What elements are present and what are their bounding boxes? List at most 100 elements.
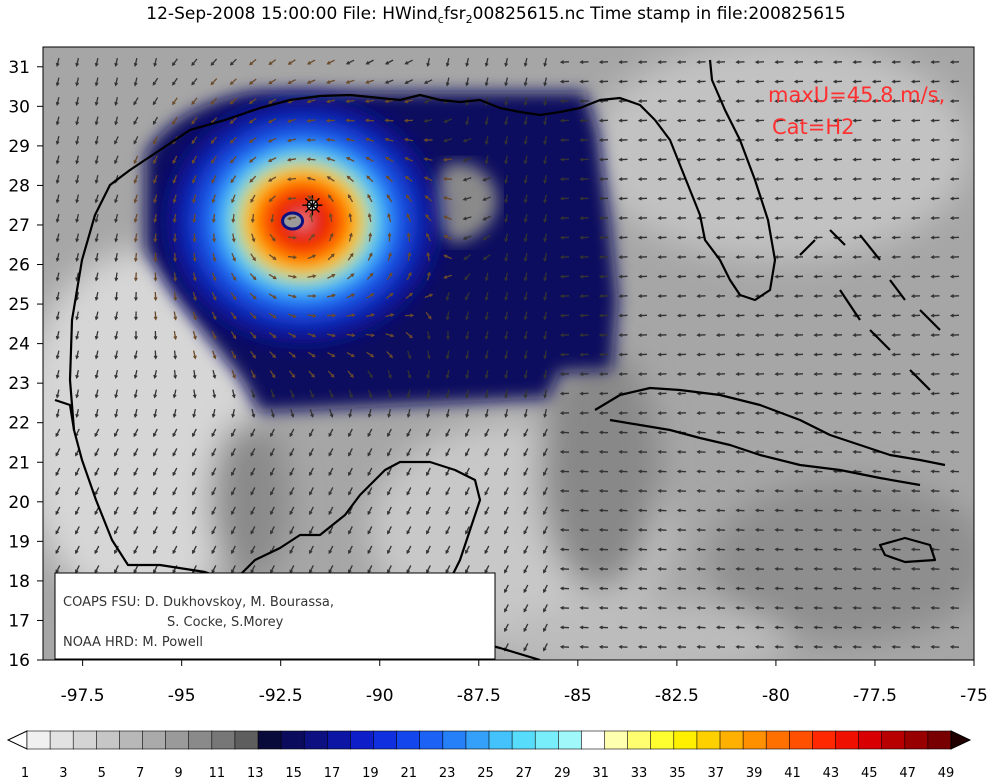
colorbar-label: 3 bbox=[59, 766, 67, 781]
x-tick-label: -92.5 bbox=[259, 686, 303, 706]
x-tick-label: -90 bbox=[366, 686, 394, 706]
colorbar-label: 35 bbox=[669, 766, 686, 781]
credits-line-2: S. Cocke, S.Morey bbox=[167, 615, 284, 630]
colorbar-segment bbox=[234, 730, 259, 750]
colorbar-segment bbox=[696, 730, 721, 750]
x-tick-label: -80 bbox=[762, 686, 790, 706]
colorbar-segment bbox=[211, 730, 236, 750]
colorbar-label: 19 bbox=[362, 766, 379, 781]
colorbar-label: 49 bbox=[938, 766, 955, 781]
y-tick-label: 25 bbox=[8, 295, 30, 315]
x-tick-label: -75 bbox=[960, 686, 988, 706]
x-tick-label: -95 bbox=[168, 686, 196, 706]
credits-line-1: COAPS FSU: D. Dukhovskoy, M. Bourassa, bbox=[63, 595, 334, 610]
colorbar-segment bbox=[557, 730, 583, 750]
x-tick-label: -82.5 bbox=[655, 686, 699, 706]
y-tick-label: 24 bbox=[8, 335, 30, 355]
colorbar-segment bbox=[303, 730, 329, 750]
y-tick-label: 17 bbox=[8, 611, 30, 631]
credits-box: COAPS FSU: D. Dukhovskoy, M. Bourassa, S… bbox=[54, 572, 496, 660]
y-tick-label: 26 bbox=[8, 256, 30, 276]
y-tick-label: 28 bbox=[8, 176, 30, 196]
colorbar-segment bbox=[49, 730, 74, 750]
colorbar-label: 47 bbox=[899, 766, 916, 781]
colorbar-label: 29 bbox=[554, 766, 571, 781]
colorbar-segment bbox=[142, 730, 167, 750]
colorbar-segment bbox=[765, 730, 791, 750]
y-tick-label: 22 bbox=[8, 414, 30, 434]
colorbar-segment bbox=[581, 730, 606, 750]
colorbar-label: 7 bbox=[136, 766, 144, 781]
colorbar-segment bbox=[419, 730, 444, 750]
colorbar-segment bbox=[881, 730, 906, 750]
colorbar-segment bbox=[788, 730, 814, 750]
colorbar-label: 25 bbox=[477, 766, 494, 781]
colorbar-segment bbox=[742, 730, 767, 750]
x-tick-label: -97.5 bbox=[61, 686, 105, 706]
colorbar-segment bbox=[26, 730, 51, 750]
y-tick-label: 16 bbox=[8, 651, 30, 671]
cuba bbox=[594, 386, 946, 487]
colorbar-label: 39 bbox=[746, 766, 763, 781]
colorbar-segment bbox=[96, 730, 121, 750]
plot-frame bbox=[42, 46, 975, 661]
colorbar-label: 41 bbox=[784, 766, 801, 781]
colorbar-segment bbox=[280, 730, 305, 750]
y-tick-label: 19 bbox=[8, 532, 30, 552]
credits-line-3: NOAA HRD: M. Powell bbox=[63, 635, 203, 650]
colorbar-segment bbox=[119, 730, 144, 750]
colorbar-segment bbox=[72, 730, 97, 750]
colorbar-label: 45 bbox=[861, 766, 878, 781]
y-tick-label: 18 bbox=[8, 572, 30, 592]
map-plot-area bbox=[43, 47, 974, 660]
category-label: Cat=H2 bbox=[772, 115, 855, 139]
y-tick-label: 23 bbox=[8, 374, 30, 394]
colorbar-segment bbox=[373, 730, 398, 750]
colorbar-label: 27 bbox=[516, 766, 533, 781]
colorbar-label: 31 bbox=[592, 766, 609, 781]
colorbar-label: 5 bbox=[98, 766, 106, 781]
colorbar-segment bbox=[188, 730, 213, 750]
colorbar-label: 37 bbox=[707, 766, 724, 781]
colorbar-label: 15 bbox=[285, 766, 302, 781]
y-axis: 31 30 29 28 27 26 25 24 23 22 21 20 19 18 17 16 bbox=[8, 58, 43, 671]
colorbar-segment bbox=[326, 730, 352, 750]
y-tick-label: 30 bbox=[8, 97, 30, 117]
x-tick-label: -85 bbox=[564, 686, 592, 706]
bahamas bbox=[799, 229, 941, 391]
texas-louisiana-coast bbox=[68, 93, 656, 431]
colorbar-segment bbox=[442, 730, 467, 750]
colorbar-segment bbox=[488, 730, 513, 750]
colorbar-segment bbox=[165, 730, 190, 750]
colorbar-segment bbox=[257, 730, 282, 750]
hurricane bbox=[152, 86, 453, 357]
jamaica bbox=[878, 536, 937, 564]
colorbar-label: 21 bbox=[400, 766, 417, 781]
colorbar-segment bbox=[465, 730, 490, 750]
x-axis: -97.5 -95 -92.5 -90 -87.5 -85 -82.5 -80 -77.5 -75 bbox=[61, 660, 988, 706]
colorbar-segment bbox=[627, 730, 652, 750]
colorbar-segment bbox=[858, 730, 883, 750]
colorbar-label: 17 bbox=[324, 766, 341, 781]
colorbar-max-triangle bbox=[950, 730, 972, 750]
colorbar-segment bbox=[835, 730, 860, 750]
y-tick-label: 20 bbox=[8, 493, 30, 513]
max-wind-label: maxU=45.8 m/s, bbox=[768, 83, 945, 107]
x-tick-label: -87.5 bbox=[457, 686, 501, 706]
colorbar-segment bbox=[812, 730, 837, 750]
y-tick-label: 31 bbox=[8, 58, 30, 78]
wind-vectors bbox=[55, 57, 960, 652]
colorbar: 1 3 5 7 9 11 13 15 17 19 21 23 25 27 29 31 33 35 37 39 41 43 4… bbox=[6, 730, 972, 781]
colorbar-segment bbox=[350, 730, 375, 750]
colorbar-min-triangle bbox=[6, 730, 28, 750]
colorbar-segment bbox=[396, 730, 421, 750]
y-tick-label: 21 bbox=[8, 453, 30, 473]
colorbar-segment bbox=[511, 730, 536, 750]
florida-peninsula bbox=[654, 59, 777, 302]
colorbar-segment bbox=[650, 730, 675, 750]
colorbar-label: 9 bbox=[174, 766, 182, 781]
colorbar-segment bbox=[673, 730, 698, 750]
colorbar-label: 11 bbox=[209, 766, 226, 781]
y-tick-label: 27 bbox=[8, 216, 30, 236]
